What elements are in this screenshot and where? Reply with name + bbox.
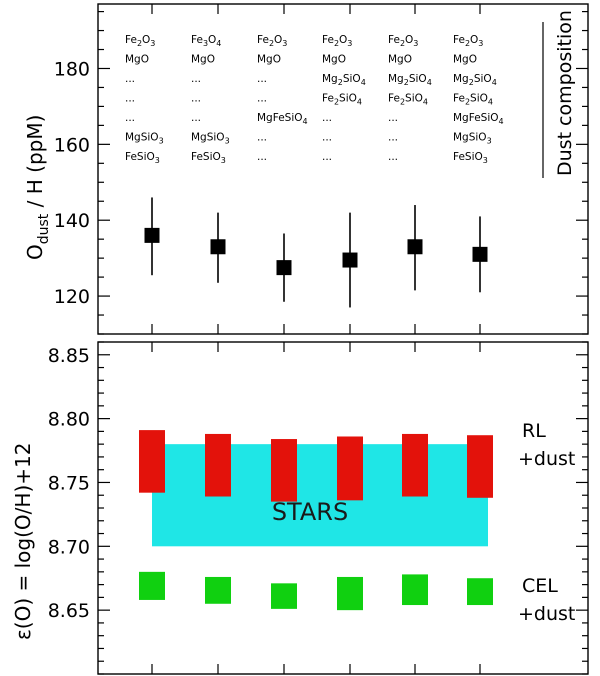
composition-entry: ... (191, 93, 201, 105)
composition-entry: ... (388, 151, 398, 163)
bottom-y-axis: 8.65 8.70 8.75 8.80 8.85 (48, 341, 588, 675)
dust-composition-legend: Dust composition (554, 10, 576, 176)
rl-dust-bar (337, 436, 363, 501)
bottom-panel: 8.658.708.758.808.85 ε(O) = log(O/H)+12 … (11, 341, 589, 675)
cel-dust-label: +dust (518, 603, 575, 625)
data-point (472, 246, 488, 262)
composition-entry: Fe2O3 (453, 34, 483, 48)
composition-entry: Fe2O3 (322, 34, 352, 48)
composition-entry: ... (322, 132, 332, 144)
composition-entry: MgFeSiO4 (257, 112, 308, 126)
rl-dust-bar (467, 435, 493, 498)
stars-label: STARS (272, 498, 348, 526)
data-point (407, 239, 423, 255)
top-y-tick-label: 120 (54, 286, 90, 308)
top-panel: 120 140 160 180 Odust / H (ppM) Fe2O3 MgO...… (23, 3, 589, 335)
composition-entry: MgSiO3 (125, 132, 164, 146)
rl-dust-bar (271, 439, 297, 502)
bottom-y-tick-label: 8.70 (48, 536, 90, 558)
dust-composition-table: Fe2O3 MgO......... MgSiO3 FeSiO3 Fe3O4 MgO...… (125, 34, 504, 165)
composition-entry: MgO (388, 54, 412, 66)
composition-entry: ... (257, 73, 267, 85)
rl-dust-bar (139, 430, 165, 493)
bottom-y-tick-label: 8.65 (48, 600, 90, 622)
composition-entry: MgO (453, 54, 477, 66)
composition-entry: Fe2O3 (388, 34, 418, 48)
composition-entry: ... (257, 93, 267, 105)
composition-entry: Fe2O3 (125, 34, 155, 48)
top-data-points (144, 197, 488, 308)
composition-entry: MgO (257, 54, 281, 66)
cel-dust-bar (402, 574, 428, 606)
composition-entry: MgO (322, 54, 346, 66)
composition-entry: MgFeSiO4 (453, 112, 504, 126)
data-point (276, 260, 292, 276)
composition-entry: ... (322, 151, 332, 163)
composition-entry: Fe2SiO4 (453, 93, 493, 107)
composition-entry: Fe2O3 (257, 34, 287, 48)
top-y-axis: 120 140 160 180 (54, 10, 588, 335)
composition-entry: FeSiO3 (125, 151, 160, 165)
top-y-axis-label: Odust / H (ppM) (23, 115, 52, 260)
composition-entry: MgSiO3 (453, 132, 492, 146)
composition-entry: ... (125, 93, 135, 105)
cel-dust-bar (337, 576, 363, 611)
composition-entry: ... (388, 112, 398, 124)
cel-dust-bar (467, 578, 493, 606)
cel-dust-bar (139, 571, 165, 600)
bottom-y-axis-label: ε(O) = log(O/H)+12 (11, 443, 35, 640)
composition-entry: MgO (125, 54, 149, 66)
data-point (144, 227, 160, 243)
composition-entry: FeSiO3 (453, 151, 488, 165)
stars-band (152, 444, 488, 547)
composition-entry: ... (125, 112, 135, 124)
data-point (210, 239, 226, 255)
composition-entry: ... (191, 73, 201, 85)
composition-entry: FeSiO3 (191, 151, 226, 165)
composition-entry: ... (257, 151, 267, 163)
composition-entry: Mg2SiO4 (453, 73, 497, 87)
composition-entry: Mg2SiO4 (322, 73, 366, 87)
top-plot-frame (97, 3, 589, 335)
top-x-axis (151, 4, 481, 334)
composition-entry: Mg2SiO4 (388, 73, 432, 87)
rl-dust-label: +dust (518, 448, 575, 470)
top-y-tick-label: 180 (54, 58, 90, 80)
rl-dust-bar (402, 433, 428, 497)
cel-dust-bar (205, 576, 231, 604)
rl-label: RL (522, 420, 546, 442)
composition-entry: Fe3O4 (191, 34, 221, 48)
top-y-tick-label: 160 (54, 134, 90, 156)
top-y-tick-label: 140 (54, 210, 90, 232)
data-point (342, 252, 358, 268)
bottom-bars (139, 430, 493, 611)
rl-dust-bar (205, 433, 231, 497)
bottom-x-axis (151, 342, 481, 674)
bottom-y-tick-label: 8.80 (48, 409, 90, 431)
bottom-y-tick-label: 8.85 (48, 345, 90, 367)
composition-entry: MgSiO3 (191, 132, 230, 146)
composition-entry: Fe2SiO4 (388, 93, 428, 107)
composition-entry: Fe2SiO4 (322, 93, 362, 107)
composition-entry: ... (257, 132, 267, 144)
cel-dust-bar (271, 583, 297, 609)
bottom-y-tick-label: 8.75 (48, 472, 90, 494)
composition-entry: ... (191, 112, 201, 124)
composition-entry: ... (388, 132, 398, 144)
composition-entry: MgO (191, 54, 215, 66)
composition-entry: ... (125, 73, 135, 85)
composition-entry: ... (322, 112, 332, 124)
cel-label: CEL (522, 575, 558, 597)
